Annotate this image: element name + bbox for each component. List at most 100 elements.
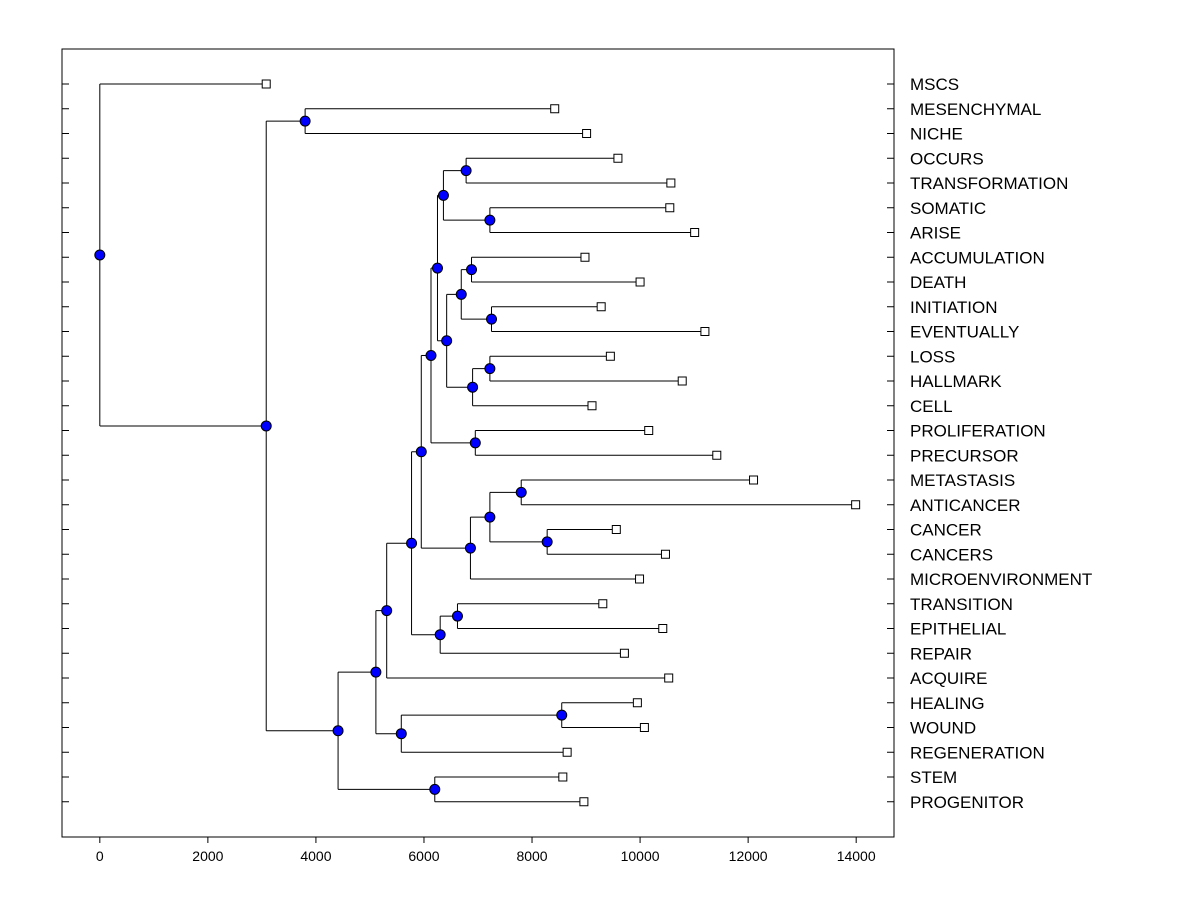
leaf-marker-arise <box>690 228 700 237</box>
leaf-markers <box>261 79 861 807</box>
y-ticks <box>62 83 894 803</box>
leaf-marker-acquire <box>664 673 674 683</box>
leaf-label-precursor: PRECURSOR <box>910 446 1019 465</box>
merge-node-n_e_acq <box>381 605 393 617</box>
leaf-label-wound: WOUND <box>910 719 976 738</box>
x-axis: 0 2000 4000 6000 8000 10000 12000 14000 <box>96 837 876 864</box>
leaf-label-anticancer: ANTICANCER <box>910 496 1021 515</box>
leaf-marker-precursor <box>712 450 722 460</box>
merge-node-n_mc_mic <box>464 542 476 554</box>
merge-node-n_lh_cel <box>467 381 479 393</box>
leaf-label-acquire: ACQUIRE <box>910 669 987 688</box>
dendrogram-links <box>99 83 856 803</box>
leaf-marker-regeneration <box>562 747 572 757</box>
merge-node-n_g_sp <box>332 725 344 737</box>
leaf-marker-loss <box>605 351 615 361</box>
merge-node-n_ad_ie <box>455 288 467 300</box>
leaf-label-microenvironment: MICROENVIRONMENT <box>910 570 1092 589</box>
leaf-marker-occurs <box>613 153 623 163</box>
leaf-marker-cancer <box>611 525 621 534</box>
leaf-label-cancer: CANCER <box>910 521 982 540</box>
leaf-label-progenitor: PROGENITOR <box>910 793 1024 812</box>
merge-node-n_ste_pro <box>429 783 441 795</box>
leaf-marker-niche <box>582 129 592 138</box>
leaf-label-initiation: INITIATION <box>910 298 998 317</box>
leaf-marker-accumulation <box>580 252 590 262</box>
leaf-label-transformation: TRANSFORMATION <box>910 174 1068 193</box>
x-tick-label: 14000 <box>837 848 876 864</box>
leaf-marker-death <box>635 277 645 287</box>
leaf-label-accumulation: ACCUMULATION <box>910 248 1045 267</box>
leaf-label-metastasis: METASTASIS <box>910 471 1015 490</box>
merge-node-n_te_rep <box>434 629 446 641</box>
leaf-marker-transition <box>598 599 608 609</box>
merge-node-n_hw_reg <box>395 728 407 740</box>
leaf-marker-epithelial <box>658 624 668 633</box>
leaf-label-stem: STEM <box>910 768 957 787</box>
merge-node-n_d_te <box>406 537 418 549</box>
leaf-label-epithelial: EPITHELIAL <box>910 620 1006 639</box>
leaf-label-healing: HEALING <box>910 694 985 713</box>
merge-node-n_met_ant <box>515 486 527 498</box>
merge-node-n_hea_wou <box>556 709 568 721</box>
leaf-marker-cell <box>587 401 597 411</box>
merge-node-n_pro_pre <box>469 437 481 449</box>
leaf-marker-somatic <box>665 203 675 213</box>
leaf-label-niche: NICHE <box>910 125 963 144</box>
leaf-marker-anticancer <box>851 500 861 510</box>
merge-node-n_osa_adl <box>431 262 443 274</box>
leaf-marker-wound <box>639 723 649 732</box>
leaf-label-repair: REPAIR <box>910 644 972 663</box>
merge-node-n_mes_niche <box>299 115 311 127</box>
leaf-label-cancers: CANCERS <box>910 545 993 564</box>
leaf-marker-cancers <box>660 549 670 559</box>
leaf-label-proliferation: PROLIFERATION <box>910 422 1046 441</box>
leaf-marker-hallmark <box>677 376 687 386</box>
merge-node-n_adie_lhc <box>441 335 453 347</box>
merge-node-n_ma_cc <box>484 511 496 523</box>
merge-node-n_mn_big <box>260 420 272 432</box>
leaf-label-death: DEATH <box>910 273 966 292</box>
leaf-marker-mesenchymal <box>550 104 560 114</box>
x-tick-label: 4000 <box>300 848 331 864</box>
x-tick-label: 8000 <box>516 848 547 864</box>
leaf-marker-progenitor <box>579 797 589 807</box>
leaf-marker-repair <box>619 648 629 658</box>
merge-node-n_occ_tra <box>460 165 472 177</box>
leaf-label-loss: LOSS <box>910 347 955 366</box>
merge-node-n_acc_dea <box>466 264 478 276</box>
leaf-marker-metastasis <box>749 475 759 485</box>
merge-node-n_som_ari <box>484 214 496 226</box>
leaf-marker-initiation <box>596 302 606 312</box>
merge-node-markers <box>94 115 568 795</box>
merge-node-n_ini_eve <box>486 313 498 325</box>
leaf-label-arise: ARISE <box>910 224 961 243</box>
leaf-label-eventually: EVENTUALLY <box>910 323 1019 342</box>
merge-node-n_can_cas <box>541 536 553 548</box>
merge-node-n_f_hwr <box>370 666 382 678</box>
merge-node-n_root <box>94 249 106 261</box>
leaf-marker-microenvironment <box>635 574 645 584</box>
leaf-label-transition: TRANSITION <box>910 595 1013 614</box>
leaf-marker-transformation <box>666 178 676 188</box>
x-tick-label: 12000 <box>729 848 768 864</box>
leaf-labels: MSCS MESENCHYMAL NICHE OCCURS TRANSFORMATION… <box>910 75 1092 812</box>
x-tick-label: 0 <box>96 848 104 864</box>
merge-node-n_b_c <box>415 446 427 458</box>
leaf-marker-eventually <box>700 327 710 336</box>
leaf-label-mesenchymal: MESENCHYMAL <box>910 100 1041 119</box>
merge-node-n_tra_epi <box>451 610 463 622</box>
leaf-label-somatic: SOMATIC <box>910 199 986 218</box>
leaf-marker-stem <box>558 772 568 782</box>
leaf-label-occurs: OCCURS <box>910 149 984 168</box>
leaf-marker-proliferation <box>644 426 654 435</box>
merge-node-n_ot_sa <box>437 189 449 201</box>
leaf-label-cell: CELL <box>910 397 953 416</box>
merge-node-n_a_pp <box>425 349 437 361</box>
x-tick-label: 10000 <box>621 848 660 864</box>
leaf-label-mscs: MSCS <box>910 75 959 94</box>
leaf-marker-healing <box>632 698 642 708</box>
x-tick-label: 6000 <box>408 848 439 864</box>
x-tick-label: 2000 <box>192 848 223 864</box>
